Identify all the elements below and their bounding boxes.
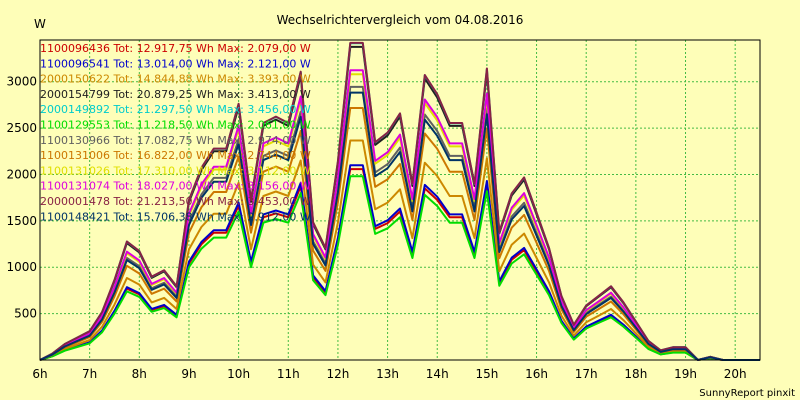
legend-entry: 2000154799 Tot: 20.879,25 Wh Max: 3.413,… [40,88,311,101]
y-tick-label: 1000 [6,260,37,274]
legend-entry: 1100129553 Tot: 11.218,50 Wh Max: 2.061,… [40,119,311,132]
x-tick-label: 11h [277,367,300,381]
x-tick-label: 12h [326,367,349,381]
y-tick-label: 3000 [6,75,37,89]
x-tick-label: 16h [525,367,548,381]
legend-entry: 1100096436 Tot: 12.917,75 Wh Max: 2.079,… [40,42,311,55]
x-tick-label: 6h [32,367,47,381]
grid [40,40,760,360]
series-line-12 [39,91,760,361]
y-tick-label: 2500 [6,121,37,135]
plot-area-frame [39,39,761,361]
series-line-3 [39,139,760,361]
x-tick-label: 19h [674,367,697,381]
x-tick-label: 15h [475,367,498,381]
legend-entry: 1100096541 Tot: 13.014,00 Wh Max: 2.121,… [40,57,311,70]
series-line-11 [39,41,760,361]
legend-entry: 1100131006 Tot: 16.822,00 Wh Max: 2.744,… [40,149,311,162]
x-tick-label: 17h [575,367,598,381]
series-lines [39,41,760,361]
footer-credit: SunnyReport pinxit [699,388,795,399]
legend-entry: 1100131026 Tot: 17.310,00 Wh Max: 3.112,… [40,164,311,177]
y-tick-label: 1500 [6,214,37,228]
y-axis-unit: W [34,17,46,31]
x-tick-label: 10h [227,367,250,381]
y-tick-label: 500 [14,307,37,321]
chart-title: Wechselrichtervergleich vom 04.08.2016 [277,13,524,27]
x-tick-label: 13h [376,367,399,381]
legend: 1100096436 Tot: 12.917,75 Wh Max: 2.079,… [40,42,311,223]
x-tick-label: 9h [181,367,196,381]
legend-entry: 1100148421 Tot: 15.706,38 Wh Max: 2.912,… [40,210,311,223]
series-line-10 [39,69,760,361]
y-tick-label: 2000 [6,167,37,181]
x-tick-label: 20h [724,367,747,381]
legend-entry: 1100130966 Tot: 17.082,75 Wh Max: 2.974,… [40,134,311,147]
series-line-6 [39,175,760,361]
legend-entry: 2000001478 Tot: 21.213,50 Wh Max: 3.453,… [40,195,311,208]
legend-entry: 2000149892 Tot: 21.297,50 Wh Max: 3.456,… [40,103,311,116]
x-tick-label: 7h [82,367,97,381]
x-tick-label: 18h [624,367,647,381]
legend-entry: 1100131074 Tot: 18.027,00 Wh Max: 3.156,… [40,180,311,193]
x-tick-label: 14h [426,367,449,381]
axes: 6h 7h 8h 9h 10h 11h 12h 13h 14h 15h 16h 17h 18h 19h 20… [6,39,761,381]
legend-entry: 2000150622 Tot: 14.844,88 Wh Max: 3.393,… [40,73,311,86]
x-tick-label: 8h [132,367,147,381]
